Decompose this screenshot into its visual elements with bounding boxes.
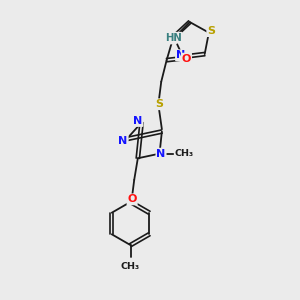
Text: N: N [176, 50, 185, 60]
Text: S: S [155, 99, 163, 109]
Text: N: N [133, 116, 142, 126]
Text: N: N [156, 148, 166, 159]
Text: CH₃: CH₃ [175, 149, 194, 158]
Text: HN: HN [165, 33, 181, 43]
Text: O: O [128, 194, 137, 204]
Text: O: O [182, 54, 191, 64]
Text: N: N [167, 34, 176, 44]
Text: N: N [118, 136, 128, 146]
Text: CH₃: CH₃ [121, 262, 140, 271]
Text: S: S [207, 26, 215, 36]
